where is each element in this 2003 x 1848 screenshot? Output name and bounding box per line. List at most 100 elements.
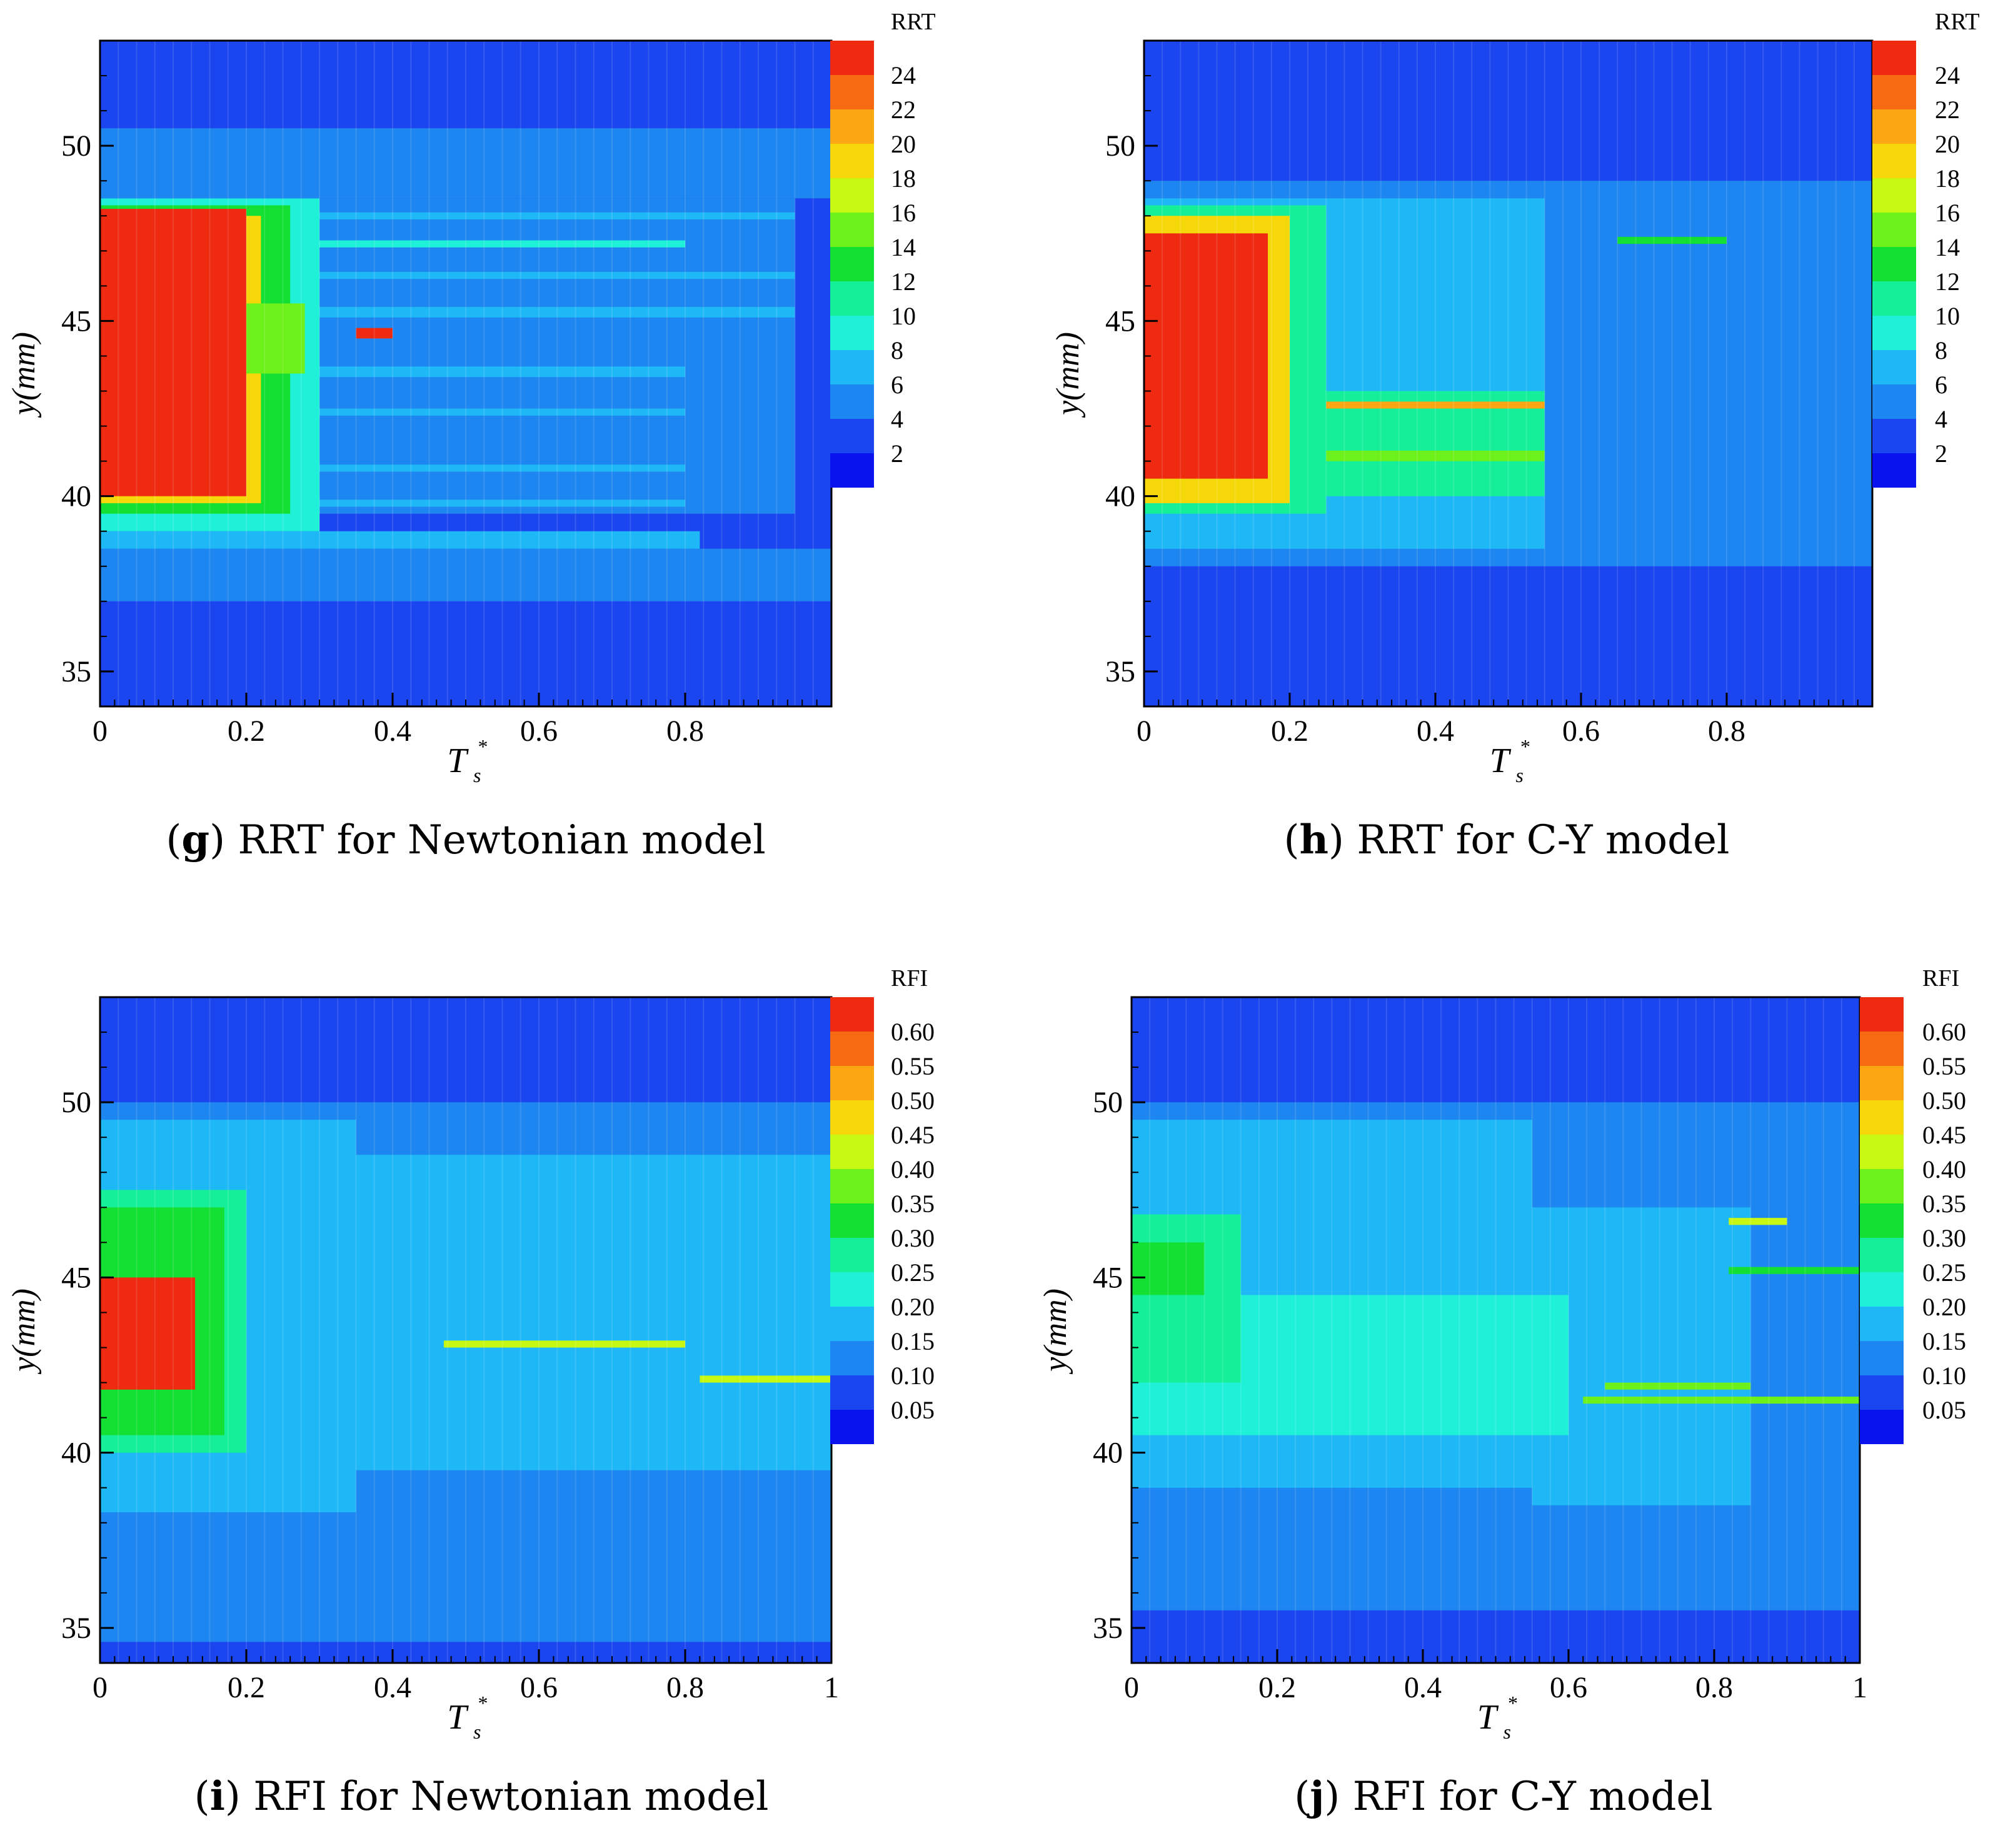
legend-label: 14 xyxy=(891,233,916,261)
legend-label: 2 xyxy=(1935,439,1947,468)
legend-label: 22 xyxy=(1935,96,1960,124)
legend-swatch xyxy=(1872,247,1916,281)
legend-label: 0.50 xyxy=(1922,1087,1966,1115)
y-tick-label: 50 xyxy=(1093,1086,1123,1119)
contour-band xyxy=(100,209,246,230)
legend-label: 12 xyxy=(1935,268,1960,296)
contour-band xyxy=(319,408,685,416)
legend-swatch xyxy=(830,247,874,281)
legend-title: RRT xyxy=(1935,9,1980,35)
panel-caption: (h) RRT for C-Y model xyxy=(1284,816,1730,863)
x-axis-title: T xyxy=(447,741,469,780)
legend-swatch xyxy=(830,1272,874,1307)
contour-band xyxy=(319,366,685,378)
x-tick-label: 0.8 xyxy=(666,715,704,748)
legend-swatch xyxy=(1872,41,1916,75)
contour-band xyxy=(1729,1218,1787,1225)
legend-swatch xyxy=(1872,281,1916,316)
x-tick-label: 0.2 xyxy=(228,715,265,748)
contour-band xyxy=(700,1375,831,1383)
legend-swatch xyxy=(830,1100,874,1135)
x-tick-label: 0.4 xyxy=(374,715,411,748)
legend-swatch xyxy=(1872,213,1916,247)
x-tick-label: 0 xyxy=(93,715,108,748)
legend-swatch xyxy=(1872,109,1916,144)
contour-band xyxy=(100,128,831,199)
contour-band xyxy=(443,1340,685,1348)
y-tick-label: 45 xyxy=(61,304,91,338)
caption-letter: h xyxy=(1300,816,1329,863)
contour-band xyxy=(356,328,393,339)
y-tick-label: 35 xyxy=(1093,1612,1123,1645)
y-tick-label: 50 xyxy=(61,1086,91,1119)
legend-swatch xyxy=(1860,1169,1904,1203)
legend-label: 0.25 xyxy=(891,1258,935,1287)
x-axis-title-subscript: s xyxy=(1516,764,1524,786)
x-tick-label: 0.2 xyxy=(1271,715,1308,748)
contour-band xyxy=(100,601,831,706)
caption-text: RFI for C-Y model xyxy=(1353,1774,1713,1820)
y-axis-title: y(mm) xyxy=(6,1288,42,1375)
contour-band xyxy=(319,240,685,248)
x-tick-label: 0.4 xyxy=(374,1671,411,1704)
legend-swatch xyxy=(830,1169,874,1203)
legend-swatch xyxy=(830,178,874,213)
contour-band xyxy=(319,465,685,472)
y-axis-title: y(mm) xyxy=(1038,1288,1073,1375)
legend-swatch xyxy=(830,453,874,488)
x-tick-label: 0.6 xyxy=(1550,1671,1587,1704)
legend-label: 20 xyxy=(1935,130,1960,158)
legend-swatch xyxy=(830,1238,874,1272)
legend-swatch xyxy=(830,1410,874,1444)
panel-i: 0 0.2 0.4 0.6 0.8 1 35 40 45 50 T * s y(mm) RFI 0.60 0.5… xyxy=(6,965,935,1820)
y-tick-label: 35 xyxy=(61,655,91,688)
x-tick-label: 0.8 xyxy=(1695,1671,1733,1704)
panel-j: 0 0.2 0.4 0.6 0.8 1 35 40 45 50 T * s y(mm) RFI 0.60 0.5… xyxy=(1038,965,1966,1820)
legend-label: 10 xyxy=(891,302,916,330)
legend-swatch xyxy=(1860,1375,1904,1410)
contour-band xyxy=(1729,1267,1860,1274)
legend-label: 0.45 xyxy=(891,1121,935,1149)
legend-label: 0.20 xyxy=(1922,1293,1966,1321)
legend-swatch xyxy=(1860,1032,1904,1066)
x-tick-label: 0.8 xyxy=(1708,715,1745,748)
x-axis-title-superscript: * xyxy=(1507,1692,1517,1714)
legend-title: RRT xyxy=(891,9,936,35)
caption-letter: i xyxy=(210,1773,225,1820)
contour-band xyxy=(1326,450,1545,461)
legend-swatch xyxy=(1872,453,1916,488)
legend-swatch xyxy=(830,281,874,316)
legend-title: RFI xyxy=(1922,965,1959,992)
legend-label: 0.05 xyxy=(1922,1396,1966,1424)
y-tick-label: 40 xyxy=(1105,480,1135,513)
legend-label: 24 xyxy=(891,61,916,89)
legend-label: 4 xyxy=(1935,405,1947,433)
contour-band xyxy=(246,303,305,374)
caption-text: RRT for Newtonian model xyxy=(238,817,765,863)
legend-swatch xyxy=(1872,75,1916,109)
legend-swatch xyxy=(1872,350,1916,384)
y-tick-label: 40 xyxy=(61,1437,91,1470)
x-tick-label: 0.6 xyxy=(520,1671,558,1704)
legend-label: 18 xyxy=(1935,164,1960,193)
y-tick-label: 40 xyxy=(61,480,91,513)
legend-label: 6 xyxy=(891,371,903,399)
legend-swatch xyxy=(1860,1410,1904,1444)
legend-swatch xyxy=(1860,1066,1904,1100)
legend-swatch xyxy=(830,144,874,178)
legend-label: 16 xyxy=(1935,199,1960,227)
caption-letter: j xyxy=(1307,1773,1324,1820)
legend-swatch xyxy=(1860,1135,1904,1169)
legend-label: 8 xyxy=(891,336,903,364)
x-tick-label: 0.4 xyxy=(1404,1671,1442,1704)
caption-text: RRT for C-Y model xyxy=(1357,817,1729,863)
legend-label: 0.60 xyxy=(891,1018,935,1046)
legend-label: 0.40 xyxy=(1922,1155,1966,1183)
contour-band xyxy=(100,1277,196,1390)
contour-band xyxy=(319,212,795,219)
contour-band xyxy=(100,223,246,496)
legend-label: 0.20 xyxy=(891,1293,935,1321)
legend-label: 0.15 xyxy=(891,1327,935,1355)
legend-swatch xyxy=(830,41,874,75)
